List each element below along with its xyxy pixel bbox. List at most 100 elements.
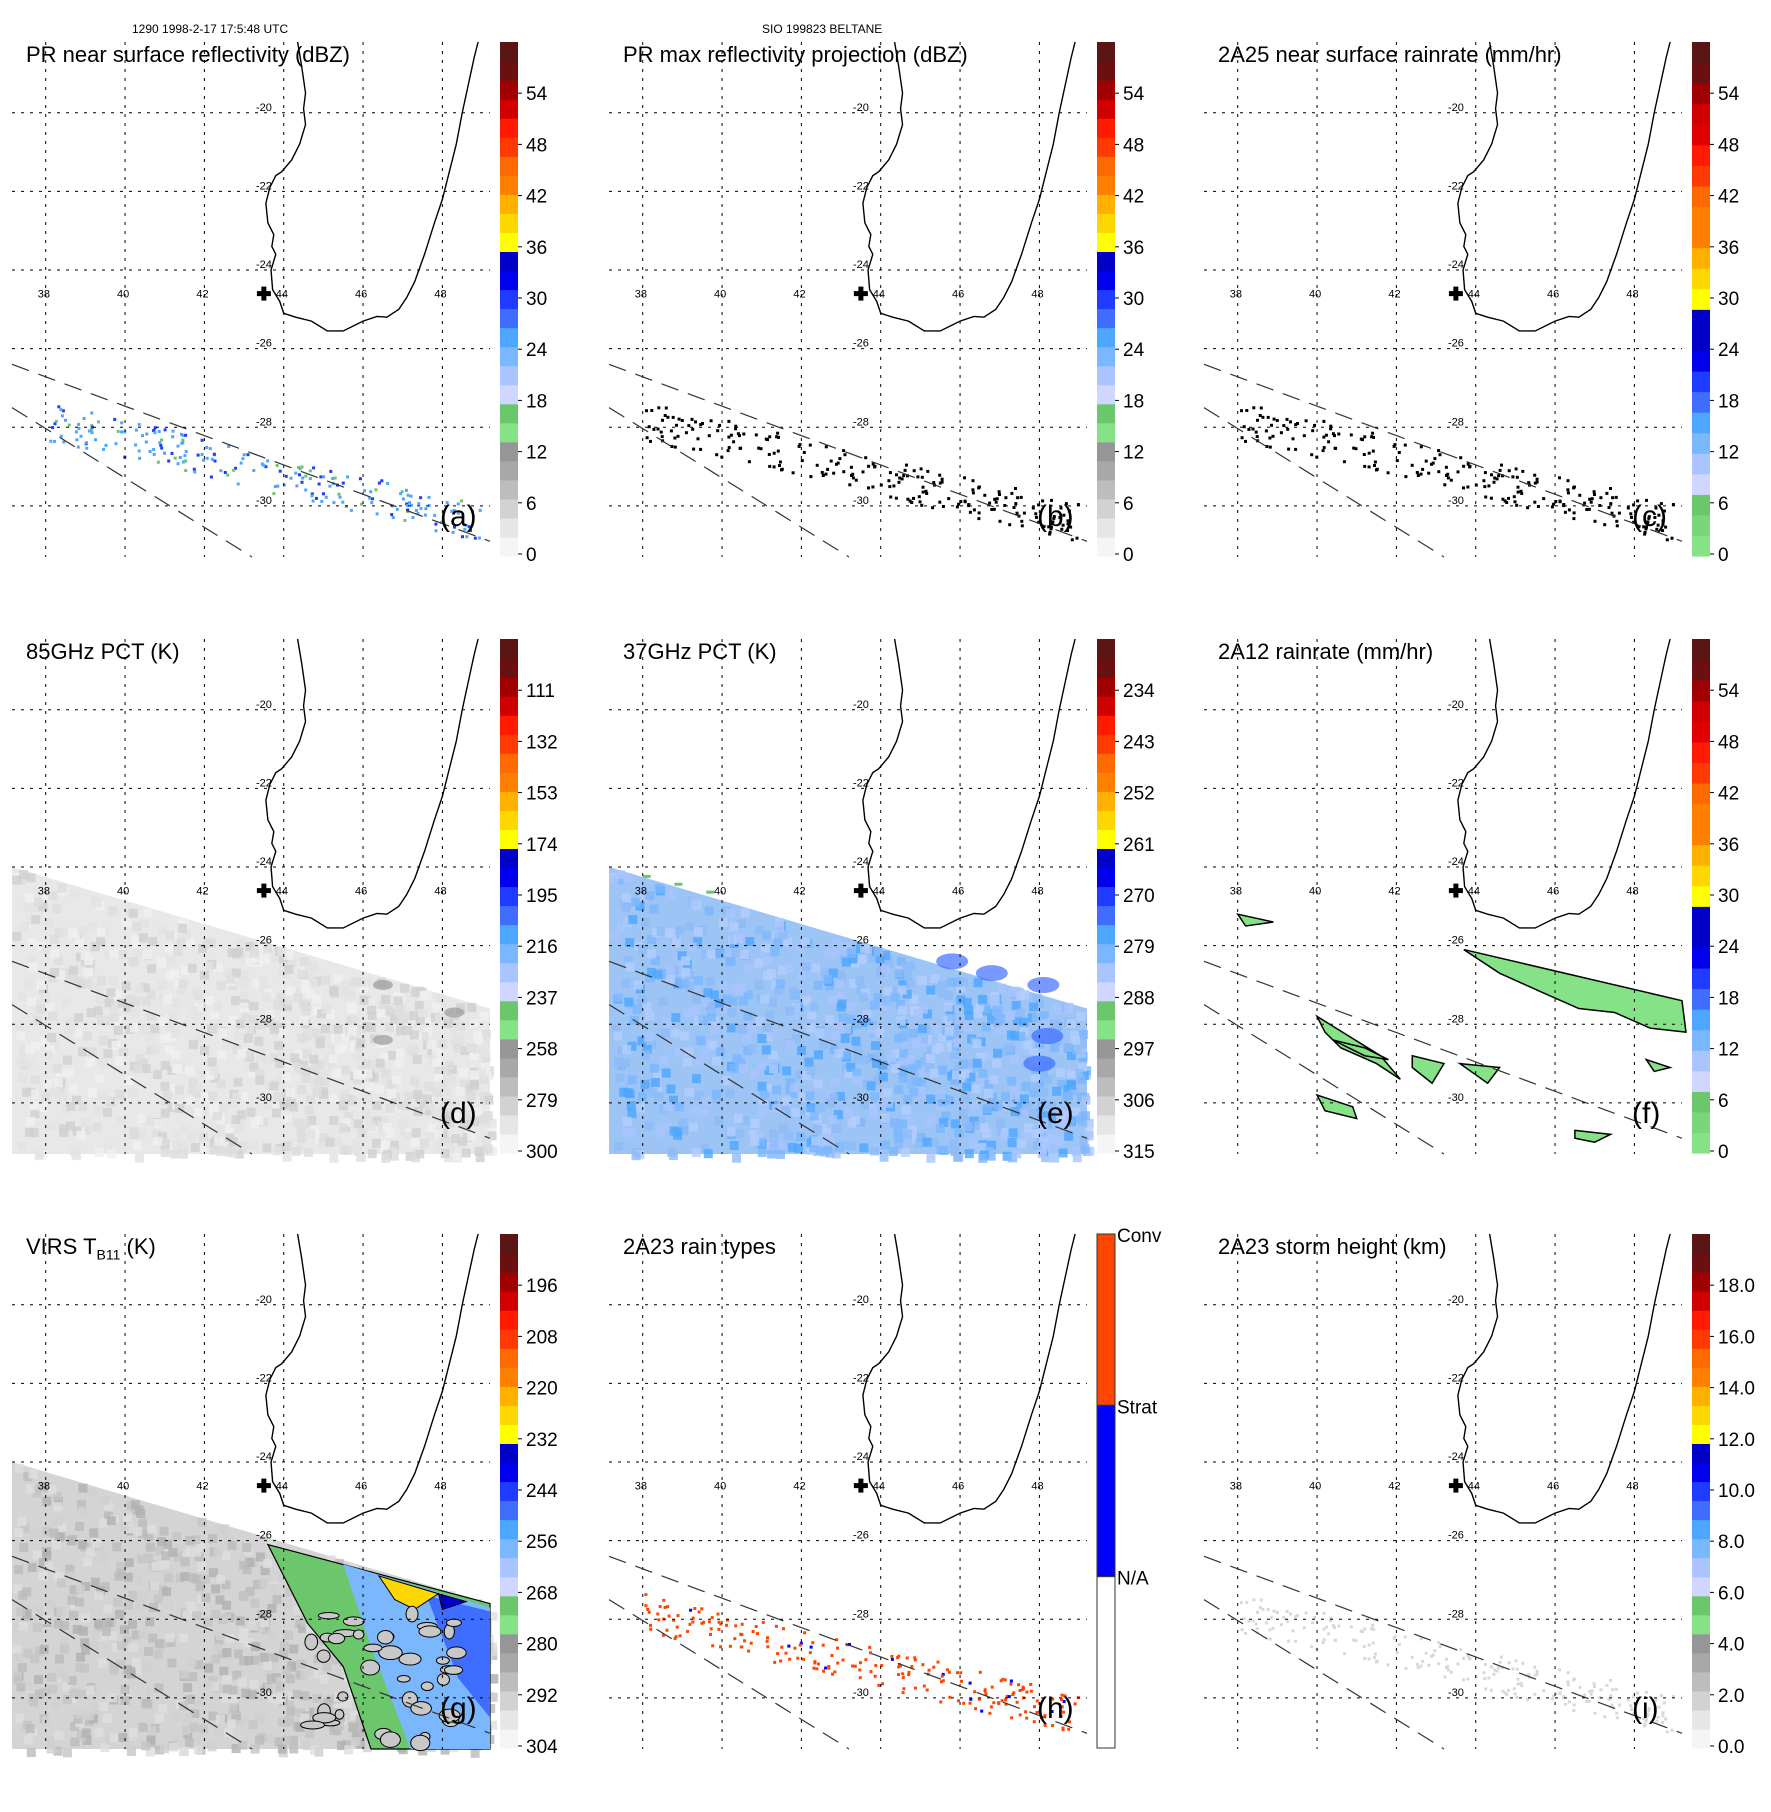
swath-pixel [1068,1086,1078,1096]
swath-pixel [68,974,78,984]
swath-pixel [381,1068,391,1078]
rain-pixel [1038,1710,1042,1714]
swath-pixel [1031,1074,1040,1083]
rain-pixel [656,1612,660,1616]
swath-pixel [248,1621,258,1631]
rain-pixel [820,471,824,474]
colorbar-swatch [500,1633,518,1654]
swath-pixel [859,1143,869,1153]
swath-pixel [262,1690,272,1700]
swath-pixel [761,943,770,953]
swath-pixel [26,873,36,883]
swath-pixel [909,994,919,1004]
panel-letter-label: (d) [440,1097,477,1130]
rain-pixel [1392,444,1396,448]
rain-pixel [757,446,761,450]
swath-pixel [838,1013,848,1022]
swath-pixel [992,1058,1001,1068]
swath-pixel [916,1070,925,1080]
swath-pixel [209,1681,219,1691]
swath-pixel [899,1049,909,1059]
swath-pixel [695,1058,705,1068]
rain-pixel [315,496,318,500]
rain-pixel [1291,437,1295,441]
swath-pixel [622,1045,632,1055]
rain-pixel [196,453,200,457]
swath-pixel [139,919,149,928]
swath-pixel [860,1100,870,1110]
swath-pixel [393,996,403,1006]
swath-pixel [756,1137,766,1147]
swath-pixel [178,979,188,989]
swath-pixel [108,1631,117,1641]
rain-pixel [1615,1711,1619,1715]
rain-pixel [77,427,81,430]
rain-pixel [649,1627,653,1631]
rain-pixel [1011,1693,1015,1697]
colorbar-swatch [1097,194,1115,214]
colorbar-swatch [500,753,518,773]
rain-pixel [925,492,929,495]
radar-site-cross-icon [1448,1478,1463,1493]
swath-pixel [165,1023,175,1033]
swath-pixel [846,1141,856,1151]
rain-pixel [1562,503,1566,506]
swath-pixel [926,1044,936,1054]
swath-pixel [372,1116,382,1126]
swath-pixel [790,1088,800,1098]
swath-pixel [722,994,732,1004]
swath-pixel [1007,1076,1017,1086]
rain-pixel [1254,430,1258,434]
swath-pixel [762,1083,772,1093]
swath-pixel [412,1054,422,1064]
swath-pixel [487,1131,497,1141]
swath-pixel [715,949,725,959]
swath-pixel [62,1055,72,1065]
swath-pixel [1071,1035,1081,1045]
rain-pixel [766,1645,770,1649]
swath-pixel [367,1011,377,1020]
rain-pixel [183,454,187,457]
swath-pixel [361,1108,371,1118]
rain-pixel [938,473,942,477]
swath-pixel [160,1060,170,1070]
rain-pixel [645,409,648,413]
rain-pixel [1050,498,1053,502]
swath-pixel [286,1706,296,1716]
swath-pixel [797,970,807,980]
colorbar-swatch [1097,867,1115,888]
swath-pixel [757,1060,767,1070]
colorbar-tick-label: 24 [526,340,548,361]
swath-pixel [238,979,248,989]
lon-tick-label: 40 [117,289,129,301]
rain-pixel [234,466,237,470]
swath-pixel [194,1002,204,1012]
swath-pixel [773,938,783,948]
swath-pixel [774,917,784,927]
swath-pixel [991,1005,1001,1015]
contour-gap [420,1681,434,1692]
swath-pixel [394,1005,404,1015]
colorbar-swatch [1692,1709,1710,1730]
colorbar-swatch [1097,1000,1115,1021]
swath-pixel [832,1019,842,1029]
swath-pixel [212,1643,221,1653]
swath-pixel [868,953,877,963]
swath-pixel [200,970,210,980]
rain-pixel [815,1667,819,1671]
rain-pixel [1287,447,1291,451]
rain-pixel [1015,511,1019,515]
rain-pixel [184,459,188,463]
swath-pixel [131,1630,141,1640]
rain-pixel [1296,1614,1299,1617]
rain-pixel [171,435,175,439]
swath-pixel [189,1722,199,1732]
swath-pixel [729,1064,739,1074]
swath-pixel [211,1654,221,1664]
pr-swath-edge-north [608,363,1088,542]
swath-pixel [434,1065,444,1075]
swath-pixel [249,1001,259,1011]
lon-tick-label: 44 [873,289,885,301]
swath-pixel [684,1087,694,1097]
rain-pixel [983,1688,987,1692]
